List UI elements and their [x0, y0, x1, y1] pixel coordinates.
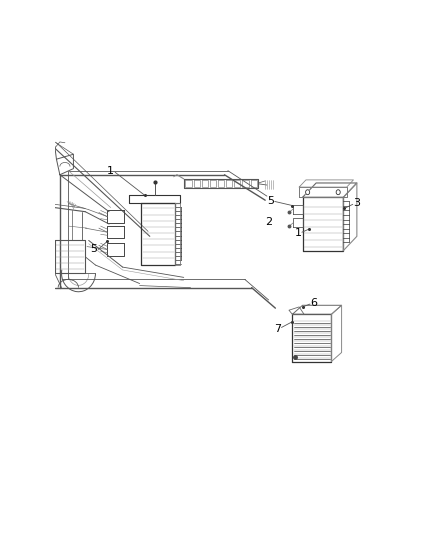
Circle shape: [336, 190, 340, 195]
Circle shape: [306, 190, 310, 195]
Text: 3: 3: [353, 198, 360, 208]
Text: 2: 2: [265, 217, 272, 227]
Text: 6: 6: [310, 298, 317, 308]
Text: 5: 5: [267, 197, 274, 206]
Text: 7: 7: [275, 324, 282, 334]
Text: 5: 5: [90, 245, 97, 254]
Text: 1: 1: [295, 228, 302, 238]
Text: 1: 1: [107, 166, 114, 176]
